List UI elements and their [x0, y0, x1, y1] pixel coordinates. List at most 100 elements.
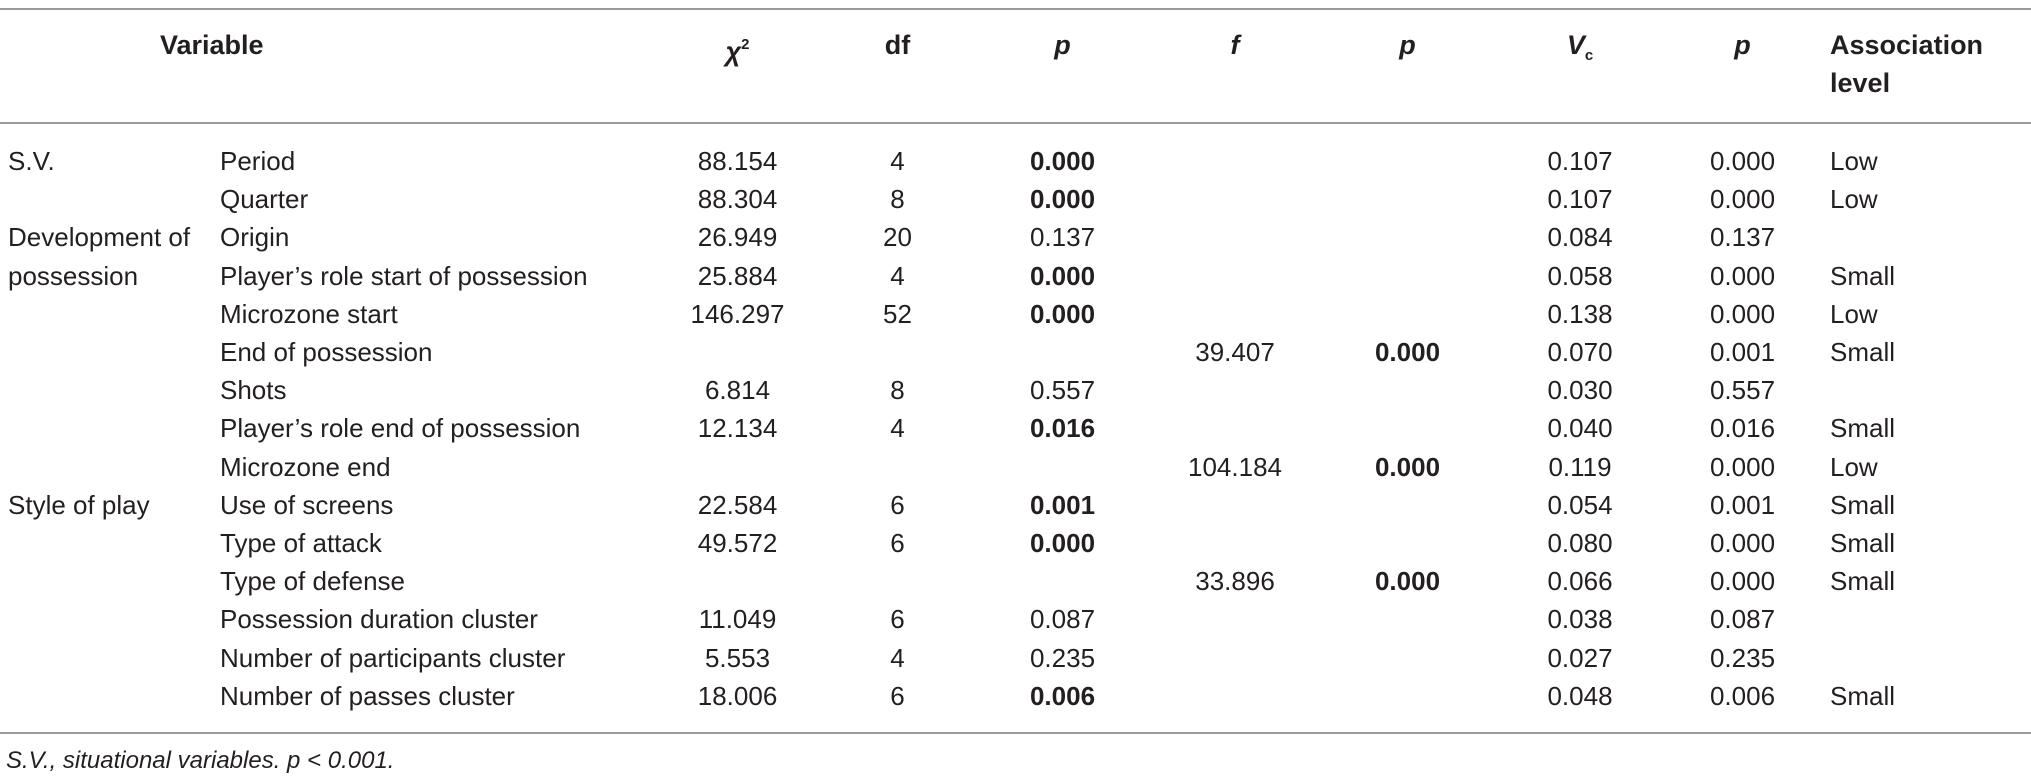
- table-row: Development of Origin 26.949 20 0.137 0.084 0.…: [0, 218, 2031, 256]
- cell-group: Style of play: [8, 489, 150, 520]
- cell-p-v: 0.235: [1709, 642, 1776, 673]
- cell-group: [0, 677, 215, 715]
- cell-association-level: Small: [1830, 489, 1896, 520]
- cell-df: 20: [883, 222, 912, 253]
- header-row: Variable χ2 df p f p Vc p Association lev…: [0, 0, 2031, 122]
- statistics-table: Variable χ2 df p f p Vc p Association lev…: [0, 0, 2031, 715]
- header-association-level: Association level: [1830, 30, 1984, 98]
- cell-association-level: Low: [1830, 146, 1878, 177]
- cell-cramers-v: 0.030: [1547, 375, 1613, 406]
- cell-cramers-v: 0.058: [1547, 260, 1613, 291]
- cell-p-v: 0.000: [1709, 527, 1776, 558]
- cell-p-v: 0.000: [1709, 451, 1776, 482]
- cell-chi-square: 88.304: [697, 184, 778, 215]
- cell-p-chi: 0.137: [1029, 222, 1096, 253]
- header-f: f: [1230, 30, 1240, 60]
- cell-p-chi: [975, 562, 1150, 600]
- table-row: S.V. Period 88.154 4 0.000 0.107 0.000 Low: [0, 122, 2031, 180]
- header-p-v: p: [1734, 30, 1751, 60]
- table-footnote: S.V., situational variables. p < 0.001.: [6, 747, 395, 774]
- cell-cramers-v: 0.107: [1547, 146, 1613, 177]
- cell-variable: Player’s role start of possession: [220, 260, 588, 291]
- cell-df: 6: [890, 489, 905, 520]
- table-row: Style of play Use of screens 22.584 6 0.001 0…: [0, 486, 2031, 524]
- cell-group: [0, 409, 215, 447]
- cell-df: 6: [890, 604, 905, 635]
- cell-cramers-v: 0.080: [1547, 527, 1613, 558]
- table-row: Quarter 88.304 8 0.000 0.107 0.000 Low: [0, 180, 2031, 218]
- cell-f: [1150, 600, 1320, 638]
- cell-cramers-v: 0.040: [1547, 413, 1613, 444]
- cell-p-f: [1320, 180, 1495, 218]
- cell-p-f: [1320, 524, 1495, 562]
- cell-p-chi: 0.235: [1029, 642, 1096, 673]
- cell-group: [0, 371, 215, 409]
- cell-group: [0, 524, 215, 562]
- cell-f: 104.184: [1188, 451, 1282, 482]
- cell-df: 4: [890, 260, 905, 291]
- table-row: Number of passes cluster 18.006 6 0.006 0.04…: [0, 677, 2031, 715]
- cell-chi-square: 146.297: [690, 298, 785, 329]
- cell-association-level: [1820, 638, 2031, 676]
- cell-association-level: [1820, 600, 2031, 638]
- cell-cramers-v: 0.048: [1547, 680, 1613, 711]
- header-variable: Variable: [160, 30, 264, 60]
- cell-f: 39.407: [1195, 337, 1275, 368]
- table-row: Type of attack 49.572 6 0.000 0.080 0.000 Smal…: [0, 524, 2031, 562]
- cell-variable: Shots: [220, 375, 287, 406]
- cell-association-level: Low: [1830, 184, 1878, 215]
- cell-f: [1150, 257, 1320, 295]
- cell-p-v: 0.006: [1709, 680, 1776, 711]
- cell-group: S.V.: [8, 146, 55, 177]
- cell-p-chi: 0.087: [1029, 604, 1096, 635]
- cell-association-level: Small: [1830, 680, 1896, 711]
- cell-chi-square: 26.949: [697, 222, 778, 253]
- header-chi-square: χ2: [725, 36, 750, 67]
- cell-chi-square: 11.049: [698, 604, 777, 635]
- cell-p-chi: 0.016: [1029, 413, 1096, 444]
- table-row: Number of participants cluster 5.553 4 0.23…: [0, 638, 2031, 676]
- table-row: Player’s role end of possession 12.134 4 0.…: [0, 409, 2031, 447]
- cell-association-level: Small: [1830, 527, 1896, 558]
- cell-variable: Origin: [220, 222, 290, 253]
- cell-p-f: [1320, 295, 1495, 333]
- cell-p-chi: [975, 448, 1150, 486]
- cell-cramers-v: 0.054: [1547, 489, 1613, 520]
- cell-p-chi: 0.557: [1029, 375, 1096, 406]
- table-row: possession Player’s role start of possess…: [0, 257, 2031, 295]
- header-p-f: p: [1399, 30, 1416, 60]
- cell-association-level: [1820, 218, 2031, 256]
- cell-association-level: Low: [1830, 451, 1878, 482]
- cell-association-level: Low: [1830, 298, 1878, 329]
- table-body: S.V. Period 88.154 4 0.000 0.107 0.000 Low Quart…: [0, 122, 2031, 715]
- cell-variable: Number of participants cluster: [220, 642, 566, 673]
- cell-f: [1150, 371, 1320, 409]
- table-row: End of possession 39.407 0.000 0.070 0.001 Sm…: [0, 333, 2031, 371]
- cell-group: [0, 448, 215, 486]
- cell-p-v: 0.137: [1709, 222, 1776, 253]
- header-cramers-v: Vc: [1566, 30, 1594, 64]
- cell-association-level: Small: [1830, 413, 1896, 444]
- cell-chi-square: 12.134: [697, 413, 778, 444]
- cell-p-v: 0.016: [1709, 413, 1776, 444]
- cell-p-f: [1320, 371, 1495, 409]
- cell-group: Development of: [8, 222, 191, 253]
- cell-p-chi: 0.000: [1029, 527, 1096, 558]
- header-p-chi: p: [1054, 30, 1071, 60]
- cell-p-chi: 0.001: [1029, 489, 1096, 520]
- cell-group: [0, 295, 215, 333]
- header-rule: [0, 122, 2031, 124]
- cell-variable: Period: [220, 146, 296, 177]
- cell-p-f: 0.000: [1374, 451, 1441, 482]
- cell-group: [0, 562, 215, 600]
- cell-cramers-v: 0.070: [1547, 337, 1613, 368]
- cell-p-v: 0.000: [1709, 184, 1776, 215]
- cell-p-chi: 0.000: [1029, 260, 1096, 291]
- cell-f: [1150, 180, 1320, 218]
- cell-df: 6: [890, 680, 905, 711]
- header-df: df: [884, 30, 911, 60]
- cell-p-v: 0.000: [1709, 298, 1776, 329]
- cell-variable: Use of screens: [220, 489, 394, 520]
- cell-variable: End of possession: [220, 337, 433, 368]
- cell-p-v: 0.000: [1709, 260, 1776, 291]
